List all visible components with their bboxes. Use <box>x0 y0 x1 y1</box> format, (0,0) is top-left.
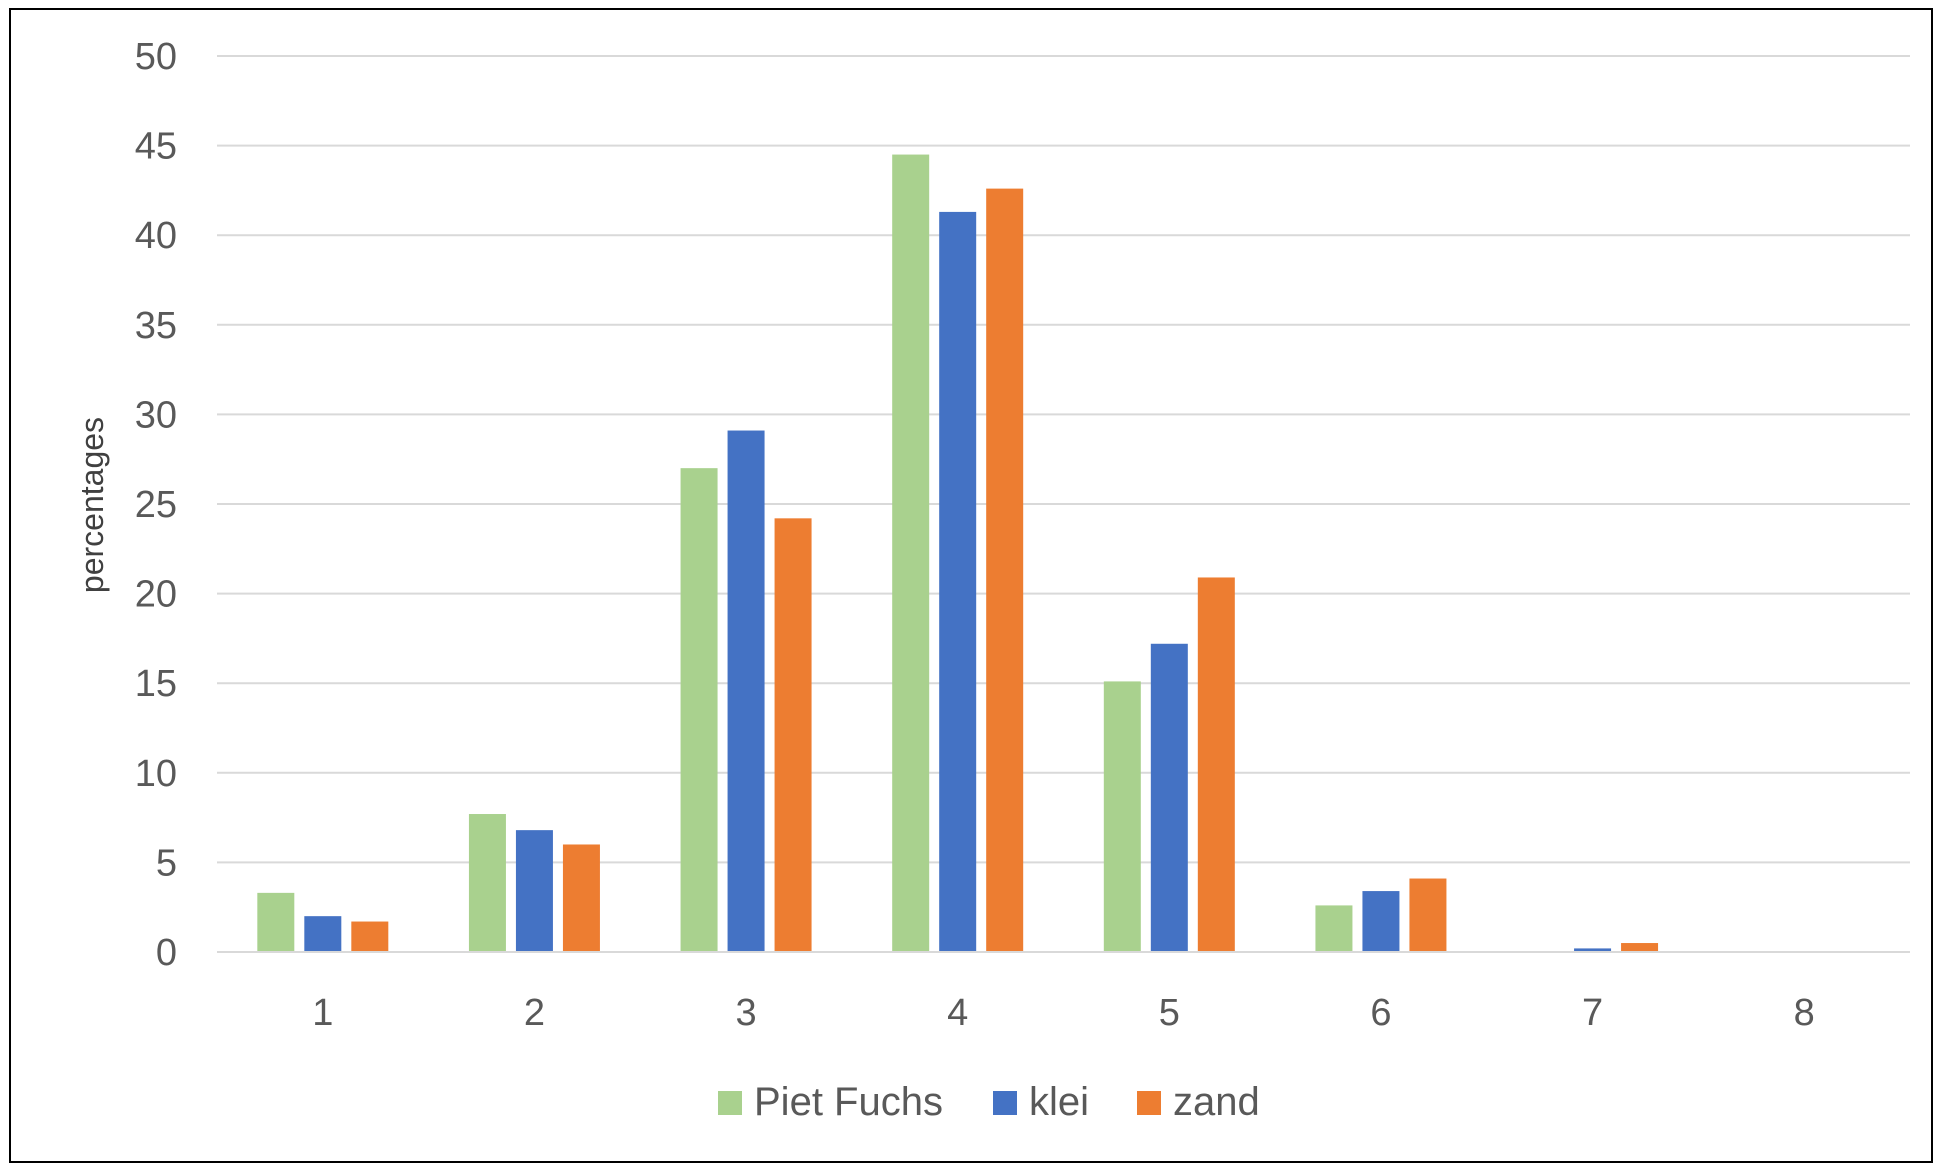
bar-klei-7 <box>1574 948 1612 952</box>
bar-zand-4 <box>986 188 1024 952</box>
x-tick-label: 8 <box>1794 992 1815 1034</box>
bar-zand-5 <box>1197 577 1235 952</box>
legend: Piet Fuchs klei zand <box>718 1080 1260 1124</box>
x-tick-label: 5 <box>1159 992 1180 1034</box>
x-axis-tick-labels: 1 2 3 4 5 6 7 8 <box>312 992 1815 1034</box>
bar-zand-7 <box>1621 943 1659 952</box>
y-tick-label: 5 <box>156 842 177 884</box>
x-tick-label: 7 <box>1582 992 1603 1034</box>
x-tick-label: 4 <box>947 992 968 1034</box>
y-axis-tick-labels: 0 5 10 15 20 25 30 35 40 45 50 <box>135 36 177 974</box>
x-tick-label: 6 <box>1370 992 1391 1034</box>
legend-label: klei <box>1029 1080 1089 1124</box>
legend-swatch <box>1137 1091 1161 1115</box>
bar-piet-fuchs-3 <box>680 468 718 952</box>
y-tick-label: 40 <box>135 215 177 257</box>
bar-piet-fuchs-1 <box>257 892 295 952</box>
gridlines <box>217 55 1910 864</box>
bar-zand-6 <box>1409 878 1447 952</box>
legend-label: zand <box>1173 1080 1260 1124</box>
x-tick-label: 2 <box>524 992 545 1034</box>
x-tick-label: 3 <box>735 992 756 1034</box>
y-tick-label: 0 <box>156 932 177 974</box>
y-tick-label: 30 <box>135 394 177 436</box>
legend-swatch <box>993 1091 1017 1115</box>
bar-piet-fuchs-5 <box>1103 681 1141 952</box>
bar-klei-6 <box>1362 891 1400 952</box>
bar-piet-fuchs-6 <box>1315 905 1353 952</box>
y-axis-title: percentages <box>74 417 110 593</box>
bar-zand-2 <box>562 844 600 952</box>
y-tick-label: 20 <box>135 574 177 616</box>
y-tick-label: 45 <box>135 126 177 168</box>
y-tick-label: 10 <box>135 753 177 795</box>
legend-swatch <box>718 1091 742 1115</box>
bar-zand-1 <box>351 921 389 952</box>
bar-piet-fuchs-2 <box>468 814 506 952</box>
y-tick-label: 25 <box>135 484 177 526</box>
y-tick-label: 15 <box>135 663 177 705</box>
x-tick-label: 1 <box>312 992 333 1034</box>
bar-klei-4 <box>939 211 977 953</box>
bar-klei-5 <box>1150 643 1188 952</box>
legend-label: Piet Fuchs <box>754 1080 943 1124</box>
bar-piet-fuchs-4 <box>892 154 930 952</box>
bar-klei-1 <box>304 916 342 952</box>
y-tick-label: 50 <box>135 36 177 78</box>
bar-klei-3 <box>727 430 765 952</box>
bar-zand-3 <box>774 518 812 952</box>
bar-klei-2 <box>515 830 553 952</box>
y-tick-label: 35 <box>135 305 177 347</box>
bars <box>257 154 1659 953</box>
